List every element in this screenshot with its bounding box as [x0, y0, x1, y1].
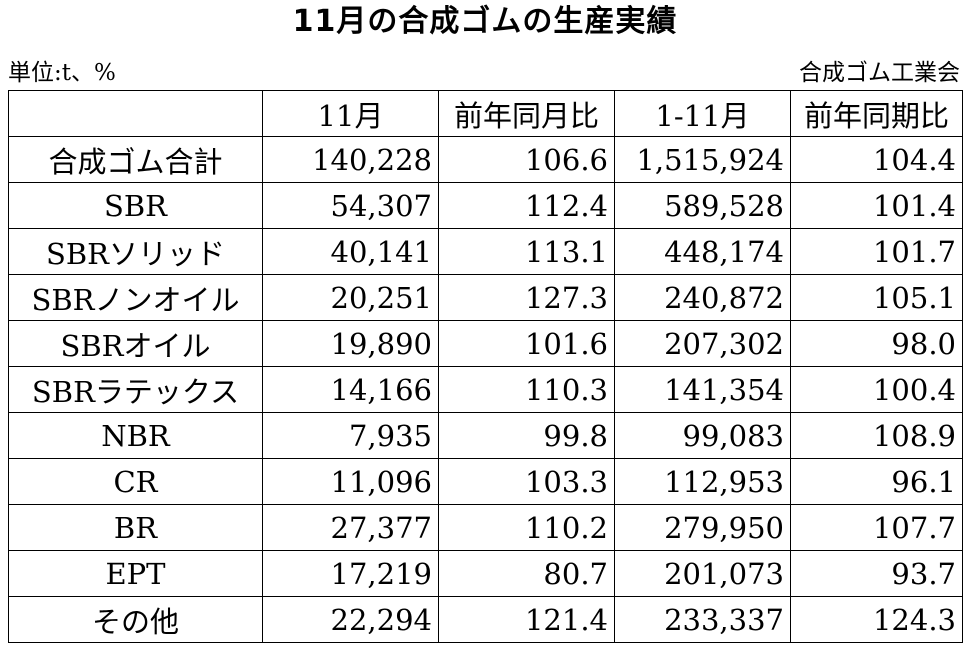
month-value-cell: 14,166: [262, 366, 439, 413]
ytd-value-cell: 99,083: [614, 412, 791, 459]
table-body: 合成ゴム合計 140,228 106.6 1,515,924 104.4 SBR 54,30…: [8, 136, 963, 643]
header-cell-month: 11月: [262, 90, 439, 137]
month-value-cell: 11,096: [262, 458, 439, 505]
month-yoy-cell: 110.3: [438, 366, 615, 413]
month-value-cell: 20,251: [262, 274, 439, 321]
ytd-yoy-cell: 108.9: [790, 412, 963, 459]
table-row: NBR 7,935 99.8 99,083 108.9: [8, 412, 963, 459]
ytd-value-cell: 201,073: [614, 550, 791, 597]
month-yoy-cell: 112.4: [438, 182, 615, 229]
month-value-cell: 54,307: [262, 182, 439, 229]
month-value-cell: 40,141: [262, 228, 439, 275]
month-value-cell: 7,935: [262, 412, 439, 459]
month-yoy-cell: 113.1: [438, 228, 615, 275]
header-cell-ytd: 1-11月: [614, 90, 791, 137]
row-name-cell: SBRノンオイル: [8, 274, 263, 321]
ytd-value-cell: 279,950: [614, 504, 791, 551]
ytd-yoy-cell: 93.7: [790, 550, 963, 597]
ytd-value-cell: 240,872: [614, 274, 791, 321]
table-row: CR 11,096 103.3 112,953 96.1: [8, 458, 963, 505]
table-row: SBRラテックス 14,166 110.3 141,354 100.4: [8, 366, 963, 413]
month-value-cell: 22,294: [262, 596, 439, 643]
table-row: SBRオイル 19,890 101.6 207,302 98.0: [8, 320, 963, 367]
row-name-cell: その他: [8, 596, 263, 643]
unit-label: 単位:t、%: [8, 60, 116, 86]
row-name-cell: NBR: [8, 412, 263, 459]
row-name-cell: BR: [8, 504, 263, 551]
table-header-row: 11月 前年同月比 1-11月 前年同期比: [8, 90, 963, 137]
table-row: 合成ゴム合計 140,228 106.6 1,515,924 104.4: [8, 136, 963, 183]
row-name-cell: CR: [8, 458, 263, 505]
row-name-cell: EPT: [8, 550, 263, 597]
ytd-yoy-cell: 105.1: [790, 274, 963, 321]
header-cell-month-yoy: 前年同月比: [438, 90, 615, 137]
month-yoy-cell: 106.6: [438, 136, 615, 183]
month-yoy-cell: 80.7: [438, 550, 615, 597]
row-name-cell: SBRラテックス: [8, 366, 263, 413]
header-cell-ytd-yoy: 前年同期比: [790, 90, 963, 137]
ytd-value-cell: 1,515,924: [614, 136, 791, 183]
ytd-yoy-cell: 107.7: [790, 504, 963, 551]
page-title: 11月の合成ゴムの生産実績: [292, 4, 678, 39]
ytd-value-cell: 589,528: [614, 182, 791, 229]
ytd-value-cell: 448,174: [614, 228, 791, 275]
month-yoy-cell: 121.4: [438, 596, 615, 643]
month-yoy-cell: 103.3: [438, 458, 615, 505]
header-cell-blank: [8, 90, 263, 137]
month-yoy-cell: 127.3: [438, 274, 615, 321]
table-row: SBRノンオイル 20,251 127.3 240,872 105.1: [8, 274, 963, 321]
table-row: SBRソリッド 40,141 113.1 448,174 101.7: [8, 228, 963, 275]
month-value-cell: 27,377: [262, 504, 439, 551]
month-value-cell: 19,890: [262, 320, 439, 367]
ytd-value-cell: 233,337: [614, 596, 791, 643]
ytd-value-cell: 207,302: [614, 320, 791, 367]
month-value-cell: 140,228: [262, 136, 439, 183]
ytd-value-cell: 141,354: [614, 366, 791, 413]
source-label: 合成ゴム工業会: [799, 60, 960, 86]
ytd-yoy-cell: 96.1: [790, 458, 963, 505]
ytd-yoy-cell: 98.0: [790, 320, 963, 367]
row-name-cell: SBR: [8, 182, 263, 229]
production-table: 11月 前年同月比 1-11月 前年同期比 合成ゴム合計 140,228 106.6…: [8, 90, 963, 643]
row-name-cell: 合成ゴム合計: [8, 136, 263, 183]
ytd-yoy-cell: 100.4: [790, 366, 963, 413]
table-row: BR 27,377 110.2 279,950 107.7: [8, 504, 963, 551]
row-name-cell: SBRソリッド: [8, 228, 263, 275]
ytd-yoy-cell: 124.3: [790, 596, 963, 643]
ytd-value-cell: 112,953: [614, 458, 791, 505]
row-name-cell: SBRオイル: [8, 320, 263, 367]
month-yoy-cell: 101.6: [438, 320, 615, 367]
ytd-yoy-cell: 104.4: [790, 136, 963, 183]
month-yoy-cell: 99.8: [438, 412, 615, 459]
month-yoy-cell: 110.2: [438, 504, 615, 551]
table-row: SBR 54,307 112.4 589,528 101.4: [8, 182, 963, 229]
month-value-cell: 17,219: [262, 550, 439, 597]
table-row: その他 22,294 121.4 233,337 124.3: [8, 596, 963, 643]
table-row: EPT 17,219 80.7 201,073 93.7: [8, 550, 963, 597]
ytd-yoy-cell: 101.7: [790, 228, 963, 275]
ytd-yoy-cell: 101.4: [790, 182, 963, 229]
